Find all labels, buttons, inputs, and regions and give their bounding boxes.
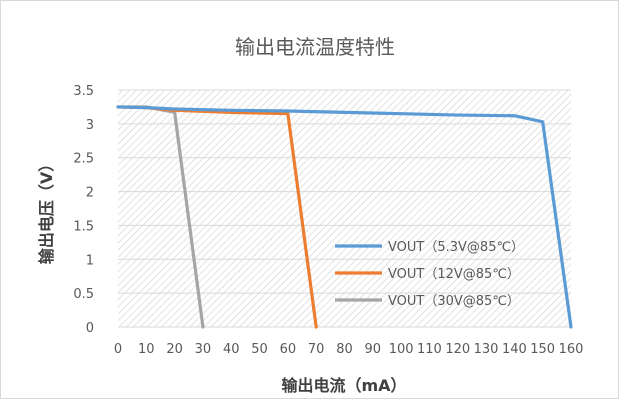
x-tick-labels: 0 10 20 30 40 50 60 70 80 90 100 110 120 130 140 150 160 xyxy=(114,342,584,357)
x-tick-label: 160 xyxy=(559,342,584,357)
legend-label: VOUT（12V@85℃） xyxy=(388,267,520,282)
y-tick-label: 3 xyxy=(86,118,94,133)
y-tick-label: 1.5 xyxy=(73,219,94,234)
x-tick-label: 50 xyxy=(251,342,268,357)
x-tick-label: 30 xyxy=(195,342,212,357)
x-tick-label: 150 xyxy=(530,342,555,357)
x-tick-label: 140 xyxy=(502,342,527,357)
gridlines xyxy=(118,89,571,328)
y-tick-label: 2.5 xyxy=(73,152,94,167)
y-tick-label: 3.5 xyxy=(73,84,94,99)
x-tick-label: 20 xyxy=(166,342,183,357)
x-tick-label: 60 xyxy=(280,342,297,357)
x-tick-label: 80 xyxy=(336,342,353,357)
x-tick-label: 120 xyxy=(445,342,470,357)
x-axis-label: 输出电流（mA） xyxy=(281,376,406,395)
x-tick-label: 100 xyxy=(389,342,414,357)
y-tick-label: 0 xyxy=(86,321,94,336)
series-lines xyxy=(116,105,573,329)
x-tick-label: 40 xyxy=(223,342,240,357)
x-tick-label: 10 xyxy=(138,342,155,357)
x-tick-label: 110 xyxy=(417,342,442,357)
legend-label: VOUT（5.3V@85℃） xyxy=(388,240,524,255)
y-axis-label: 输出电压（V） xyxy=(37,156,56,264)
legend: VOUT（5.3V@85℃） VOUT（12V@85℃） VOUT（30V@85℃） xyxy=(335,240,524,309)
y-tick-label: 0.5 xyxy=(73,287,94,302)
x-tick-label: 70 xyxy=(308,342,325,357)
legend-label: VOUT（30V@85℃） xyxy=(388,294,520,309)
chart-title: 输出电流温度特性 xyxy=(235,35,395,59)
y-tick-label: 1 xyxy=(86,253,94,268)
x-tick-label: 130 xyxy=(474,342,499,357)
y-tick-labels: 0 0.5 1 1.5 2 2.5 3 3.5 xyxy=(73,84,94,336)
plot-area xyxy=(118,90,571,327)
series-line xyxy=(116,105,573,329)
x-tick-label: 0 xyxy=(114,342,122,357)
y-tick-label: 2 xyxy=(86,186,94,201)
x-tick-label: 90 xyxy=(365,342,382,357)
